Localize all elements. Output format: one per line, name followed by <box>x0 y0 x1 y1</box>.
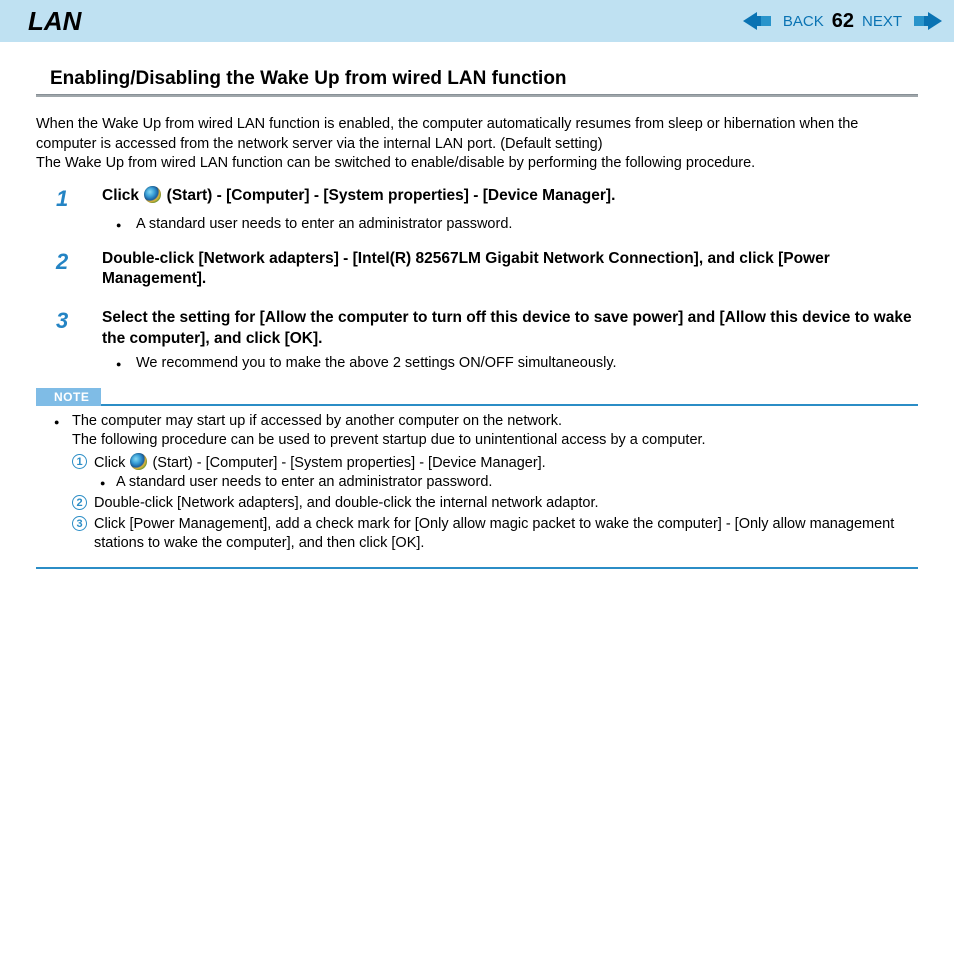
content: Enabling/Disabling the Wake Up from wire… <box>0 42 954 585</box>
header-bar: LAN BACK 62 NEXT <box>0 0 954 42</box>
bullet-item: A standard user needs to enter an admini… <box>116 215 918 235</box>
page-title: LAN <box>28 6 81 37</box>
note-steps: 1 Click (Start) - [Computer] - [System p… <box>72 453 918 554</box>
step-row: 1 Click (Start) - [Computer] - [System p… <box>46 186 918 211</box>
note-step-pre: Click <box>94 455 129 471</box>
intro-text: When the Wake Up from wired LAN function… <box>36 115 918 174</box>
step-number: 2 <box>46 249 102 291</box>
bullet-item: We recommend you to make the above 2 set… <box>116 354 918 374</box>
note-rule-top <box>101 404 918 406</box>
note-lead: The computer may start up if accessed by… <box>54 412 918 554</box>
note-label: NOTE <box>36 388 101 406</box>
section-title: Enabling/Disabling the Wake Up from wire… <box>50 68 918 90</box>
intro-line-1: When the Wake Up from wired LAN function… <box>36 116 858 152</box>
circled-num-2: 2 <box>72 495 87 510</box>
note-step-text: Double-click [Network adapters], and dou… <box>94 495 599 511</box>
note-bullet-list: The computer may start up if accessed by… <box>40 412 918 554</box>
note-header: NOTE <box>36 388 918 406</box>
step-text: Select the setting for [Allow the comput… <box>102 308 918 350</box>
step-bullets: We recommend you to make the above 2 set… <box>116 354 918 374</box>
note-step: 2 Double-click [Network adapters], and d… <box>72 494 918 514</box>
page-number: 62 <box>832 10 854 33</box>
start-icon <box>130 453 147 470</box>
steps: 1 Click (Start) - [Computer] - [System p… <box>46 186 918 374</box>
next-link[interactable]: NEXT <box>862 13 902 30</box>
note-step: 3 Click [Power Management], add a check … <box>72 515 918 554</box>
note-lead-l2: The following procedure can be used to p… <box>72 432 706 448</box>
note-sub-bullet: A standard user needs to enter an admini… <box>94 473 918 493</box>
note-lead-l1: The computer may start up if accessed by… <box>72 413 562 429</box>
back-arrow-icon[interactable] <box>743 11 779 31</box>
step-number: 3 <box>46 308 102 350</box>
circled-num-3: 3 <box>72 516 87 531</box>
note-body: The computer may start up if accessed by… <box>36 406 918 563</box>
step-text: Click (Start) - [Computer] - [System pro… <box>102 186 918 211</box>
note-step-text: Click [Power Management], add a check ma… <box>94 516 894 552</box>
start-icon <box>144 186 161 203</box>
next-arrow-icon[interactable] <box>906 11 942 31</box>
title-rule <box>36 94 918 97</box>
intro-line-2: The Wake Up from wired LAN function can … <box>36 155 755 171</box>
step-number: 1 <box>46 186 102 211</box>
step-text-pre: Click <box>102 187 143 204</box>
step-bullets: A standard user needs to enter an admini… <box>116 215 918 235</box>
back-link[interactable]: BACK <box>783 13 824 30</box>
step-text: Double-click [Network adapters] - [Intel… <box>102 249 918 291</box>
nav-group: BACK 62 NEXT <box>743 10 942 33</box>
note-rule-bottom <box>36 567 918 569</box>
step-row: 2 Double-click [Network adapters] - [Int… <box>46 249 918 291</box>
circled-num-1: 1 <box>72 454 87 469</box>
note-step: 1 Click (Start) - [Computer] - [System p… <box>72 453 918 493</box>
step-text-post: (Start) - [Computer] - [System propertie… <box>162 187 615 204</box>
note-step-post: (Start) - [Computer] - [System propertie… <box>148 455 545 471</box>
step-row: 3 Select the setting for [Allow the comp… <box>46 308 918 350</box>
